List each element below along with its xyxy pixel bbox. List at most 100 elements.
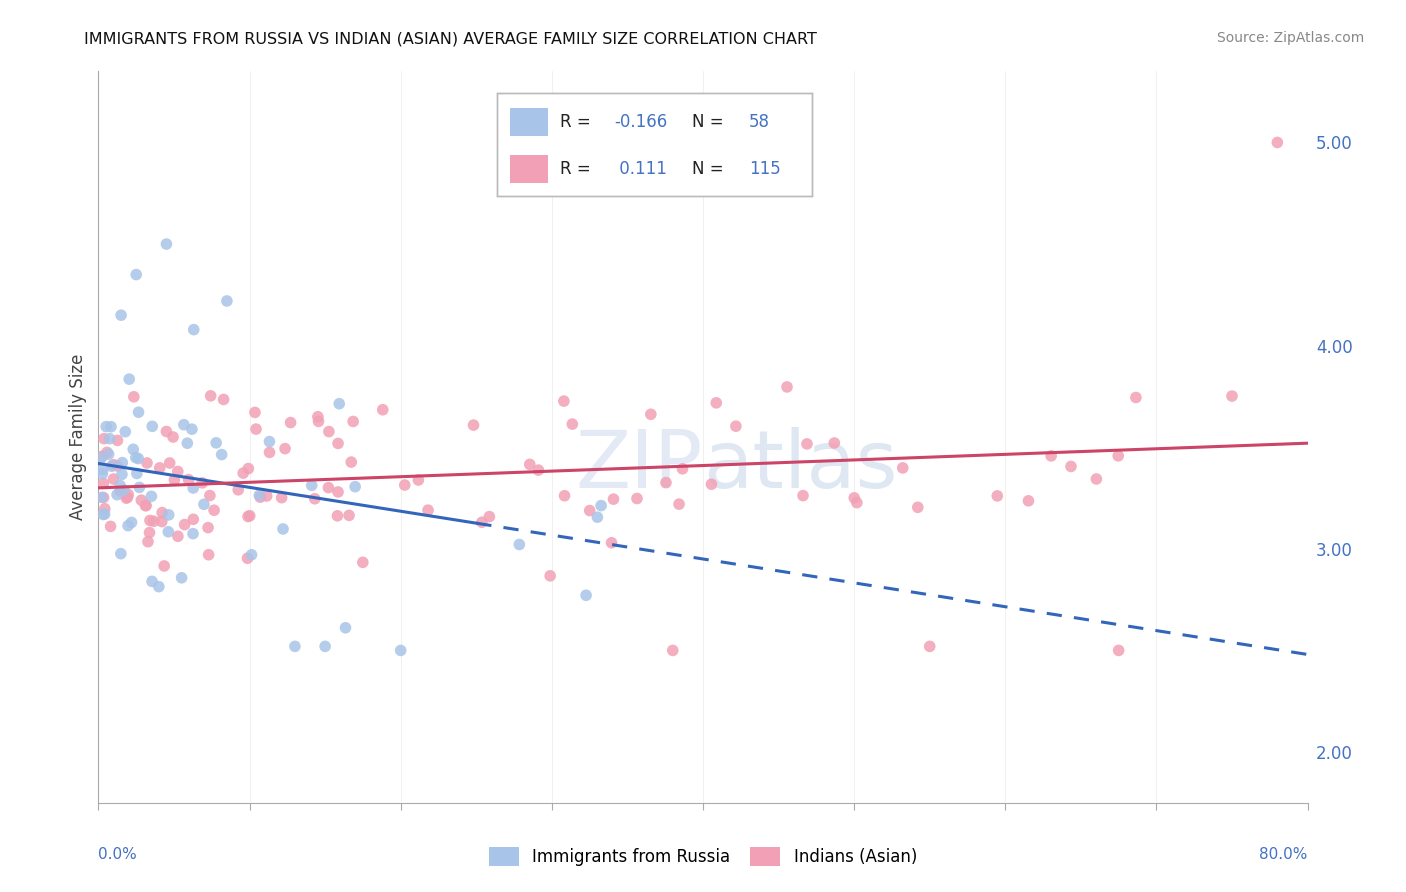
Point	[602, 492, 624, 507]
Point	[110, 547, 132, 561]
Point	[575, 588, 598, 602]
Point	[122, 390, 145, 404]
Text: 80.0%: 80.0%	[1260, 847, 1308, 862]
Point	[328, 397, 350, 411]
Point	[177, 473, 200, 487]
Point	[371, 402, 394, 417]
Point	[586, 510, 609, 524]
Point	[1040, 449, 1063, 463]
Point	[91, 467, 114, 481]
Point	[918, 640, 941, 654]
Point	[115, 491, 138, 505]
Point	[318, 425, 340, 439]
Point	[478, 509, 501, 524]
Point	[111, 456, 134, 470]
Point	[100, 459, 122, 474]
Point	[167, 529, 190, 543]
Point	[170, 571, 193, 585]
Point	[180, 422, 202, 436]
Point	[1108, 643, 1130, 657]
Point	[108, 478, 131, 492]
Point	[105, 458, 128, 473]
Text: 0.0%: 0.0%	[98, 847, 138, 862]
Point	[243, 405, 266, 419]
Point	[844, 491, 866, 505]
Point	[907, 500, 929, 515]
Point	[256, 489, 278, 503]
Point	[274, 442, 297, 456]
Point	[553, 394, 575, 409]
Point	[197, 521, 219, 535]
Point	[776, 380, 799, 394]
Point	[93, 476, 115, 491]
Point	[668, 497, 690, 511]
Point	[191, 475, 214, 490]
Point	[212, 392, 235, 407]
Point	[471, 515, 494, 529]
Point	[271, 522, 294, 536]
Point	[122, 442, 145, 457]
Point	[181, 481, 204, 495]
Point	[245, 422, 267, 436]
Point	[394, 478, 416, 492]
Y-axis label: Average Family Size: Average Family Size	[69, 354, 87, 520]
Point	[149, 461, 172, 475]
Point	[280, 416, 302, 430]
Point	[986, 489, 1008, 503]
Point	[538, 569, 561, 583]
Point	[236, 509, 259, 524]
Text: Source: ZipAtlas.com: Source: ZipAtlas.com	[1216, 31, 1364, 45]
Point	[181, 526, 204, 541]
Point	[527, 463, 550, 477]
Point	[173, 517, 195, 532]
Point	[259, 434, 281, 449]
Point	[125, 450, 148, 465]
Point	[91, 462, 114, 476]
Point	[159, 456, 181, 470]
Point	[183, 323, 205, 337]
Point	[671, 462, 693, 476]
Point	[141, 489, 163, 503]
Point	[561, 417, 583, 431]
Point	[136, 534, 159, 549]
Point	[127, 451, 149, 466]
Point	[508, 537, 530, 551]
Point	[107, 434, 129, 448]
Point	[463, 418, 485, 433]
Point	[176, 436, 198, 450]
Point	[796, 437, 818, 451]
Text: atlas: atlas	[703, 427, 897, 506]
Point	[100, 519, 122, 533]
Point	[301, 478, 323, 492]
Point	[125, 268, 148, 282]
Point	[150, 506, 173, 520]
Point	[93, 432, 115, 446]
Point	[1085, 472, 1108, 486]
Point	[259, 445, 281, 459]
Point	[342, 414, 364, 428]
Point	[97, 447, 120, 461]
Point	[823, 436, 845, 450]
Point	[239, 508, 262, 523]
Point	[326, 508, 349, 523]
Point	[103, 472, 125, 486]
Point	[340, 455, 363, 469]
Point	[1060, 459, 1083, 474]
Point	[108, 483, 131, 498]
Point	[134, 499, 156, 513]
Point	[845, 496, 868, 510]
Point	[236, 551, 259, 566]
Point	[125, 467, 148, 481]
Point	[792, 489, 814, 503]
Point	[155, 237, 177, 252]
Point	[98, 432, 121, 446]
Point	[1017, 493, 1039, 508]
Point	[1125, 391, 1147, 405]
Point	[93, 491, 115, 505]
Point	[640, 407, 662, 421]
Point	[91, 449, 114, 463]
Point	[202, 503, 225, 517]
Point	[128, 405, 150, 419]
Point	[114, 425, 136, 439]
Point	[416, 503, 439, 517]
